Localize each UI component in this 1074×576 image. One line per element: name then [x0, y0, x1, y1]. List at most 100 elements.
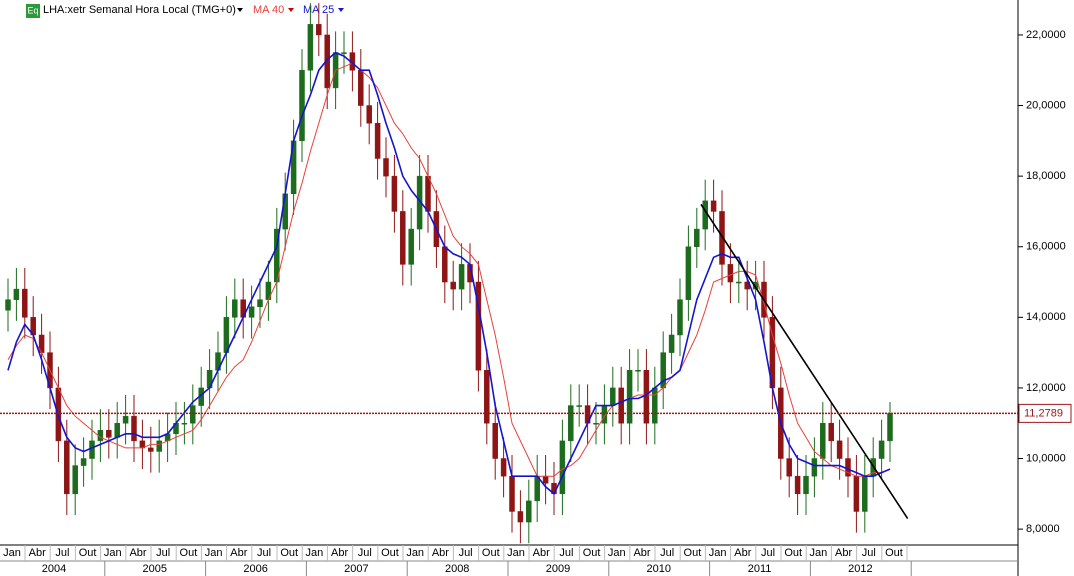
candle-body: [13, 288, 20, 300]
x-tick-label: Jan: [3, 547, 21, 559]
candle-body: [685, 246, 692, 300]
x-tick-label: Out: [583, 547, 601, 559]
candle-body: [626, 370, 633, 424]
x-tick-label: Jan: [406, 547, 424, 559]
candle-body: [114, 422, 120, 438]
candle-body: [358, 69, 364, 106]
candle-body: [576, 405, 582, 407]
x-tick-label: Abr: [533, 547, 550, 559]
candle-body: [5, 299, 11, 311]
candle-body: [341, 52, 347, 54]
candle-body: [106, 430, 112, 438]
y-tick-label: 16,0000: [1026, 241, 1066, 253]
x-tick-label: Jan: [507, 547, 525, 559]
candle-body: [517, 511, 524, 523]
candle-body: [828, 422, 834, 442]
candle-body: [257, 299, 263, 307]
candle-body: [643, 370, 650, 424]
x-tick-label: Jul: [761, 547, 775, 559]
candle-body: [324, 34, 330, 89]
x-tick-label: Out: [784, 547, 802, 559]
candle-body: [122, 415, 129, 424]
candle-body: [156, 440, 162, 452]
x-tick-label: Abr: [734, 547, 751, 559]
candle-body: [736, 281, 742, 284]
year-label: 2005: [143, 563, 167, 575]
year-label: 2011: [748, 563, 772, 575]
candle-body: [694, 228, 700, 247]
x-tick-label: Out: [885, 547, 903, 559]
last-price-box: [1018, 403, 1072, 423]
candle-body: [710, 200, 717, 212]
y-tick-label: 8,0000: [1026, 523, 1060, 535]
chart-title[interactable]: LHA:xetr Semanal Hora Local (TMG+0): [43, 4, 236, 16]
year-label: 2004: [42, 563, 66, 575]
candle-body: [500, 458, 507, 477]
dropdown-arrow[interactable]: [288, 8, 294, 12]
x-tick-label: Jan: [608, 547, 626, 559]
candle-body: [668, 334, 675, 353]
x-tick-label: Out: [79, 547, 97, 559]
candle-body: [492, 422, 498, 459]
dropdown-arrow[interactable]: [237, 8, 243, 12]
x-tick-label: Abr: [230, 547, 247, 559]
candle-body: [22, 288, 28, 318]
candle-body: [862, 475, 868, 512]
trend-line: [700, 203, 909, 519]
candle-body: [374, 122, 381, 159]
candle-body: [635, 370, 641, 372]
candle-body: [559, 440, 566, 495]
candle-body: [836, 440, 843, 459]
x-tick-label: Out: [381, 547, 399, 559]
dropdown-arrow[interactable]: [338, 8, 344, 12]
x-tick-label: Jan: [104, 547, 122, 559]
y-tick-label: 12,0000: [1026, 382, 1066, 394]
candle-body: [702, 200, 708, 230]
candle-body: [391, 175, 398, 212]
candle-body: [458, 264, 465, 290]
x-tick-label: Jul: [459, 547, 473, 559]
y-tick-label: 20,0000: [1026, 99, 1066, 111]
candle-body: [450, 281, 456, 290]
candle-body: [803, 475, 809, 495]
candle-body: [786, 458, 792, 477]
candle-body: [887, 413, 893, 442]
x-tick-label: Jan: [205, 547, 223, 559]
x-tick-label: Jul: [862, 547, 876, 559]
candle-body: [408, 228, 414, 265]
x-tick-label: Abr: [129, 547, 146, 559]
candle-body: [727, 264, 734, 283]
x-tick-label: Abr: [29, 547, 46, 559]
x-tick-label: Abr: [432, 547, 449, 559]
candle-body: [299, 69, 305, 142]
candle-body: [534, 475, 540, 502]
candle-body: [610, 387, 616, 406]
candle-body: [526, 500, 532, 523]
candle-body: [878, 440, 885, 459]
legend-entry[interactable]: MA 40: [253, 4, 284, 16]
x-tick-label: Jul: [257, 547, 271, 559]
moving-average-line: [7, 62, 891, 477]
symbol-icon[interactable]: [26, 4, 40, 18]
candle-body: [618, 387, 624, 424]
candle-body: [80, 458, 87, 466]
x-tick-label: Abr: [633, 547, 650, 559]
x-tick-label: Jul: [559, 547, 573, 559]
candle-body: [442, 246, 448, 283]
x-tick-label: Abr: [835, 547, 852, 559]
candle-body: [148, 447, 154, 452]
candle-body: [820, 422, 826, 459]
candle-body: [719, 211, 725, 265]
candle-body: [72, 465, 78, 495]
candle-body: [811, 458, 818, 477]
x-tick-label: Jul: [55, 547, 69, 559]
year-label: 2009: [546, 563, 570, 575]
candle-body: [416, 175, 423, 230]
x-tick-label: Jul: [156, 547, 170, 559]
y-tick-label: 14,0000: [1026, 311, 1066, 323]
candle-body: [853, 475, 860, 512]
x-tick-label: Jan: [709, 547, 727, 559]
candle-body: [307, 24, 314, 71]
